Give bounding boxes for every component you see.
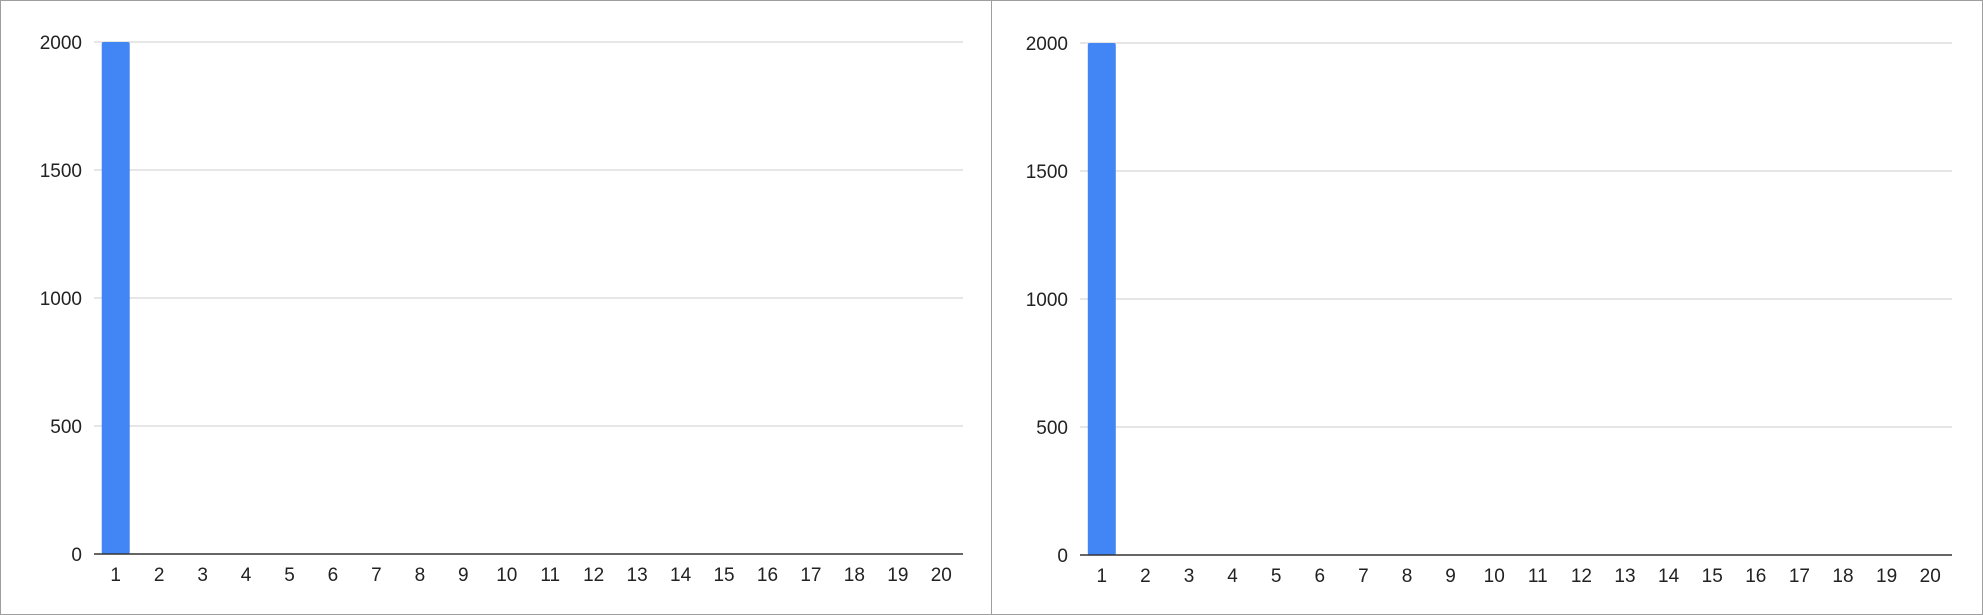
- x-tick-label: 14: [670, 565, 692, 586]
- x-tick-label: 13: [627, 565, 648, 586]
- x-tick-label: 12: [1571, 566, 1592, 587]
- y-tick-label: 2000: [1026, 34, 1068, 55]
- x-tick-label: 20: [1920, 566, 1941, 587]
- chart-panel-left: 0 500 1000 1500 2000 1 2 3 4 5 6 7 8 9 10 11 12 13 14 15 16 1…: [0, 0, 992, 615]
- x-tick-label: 4: [1227, 566, 1238, 587]
- x-tick-label: 16: [757, 565, 778, 586]
- bar: [1087, 43, 1116, 555]
- chart-panel-right: 0 500 1000 1500 2000 1 2 3 4 5 6 7 8 9 10 11 12 13 14 15 16 1…: [991, 0, 1983, 615]
- x-tick-label: 16: [1745, 566, 1766, 587]
- y-tick-label: 1500: [1026, 162, 1068, 183]
- y-tick-label: 1500: [40, 161, 82, 182]
- x-tick-label: 2: [154, 565, 165, 586]
- x-tick-label: 12: [583, 565, 604, 586]
- x-tick-label: 14: [1658, 566, 1680, 587]
- y-tick-label: 2000: [40, 33, 82, 54]
- y-tick-label: 500: [1036, 418, 1068, 439]
- x-tick-label: 6: [328, 565, 339, 586]
- x-tick-label: 6: [1315, 566, 1326, 587]
- x-tick-label: 13: [1614, 566, 1635, 587]
- x-tick-label: 7: [1358, 566, 1369, 587]
- x-tick-label: 15: [713, 565, 734, 586]
- x-tick-label: 17: [1789, 566, 1810, 587]
- y-tick-label: 0: [1057, 546, 1068, 567]
- x-tick-label: 17: [800, 565, 821, 586]
- x-tick-label: 8: [415, 565, 426, 586]
- x-tick-label: 4: [241, 565, 252, 586]
- x-tick-label: 10: [1484, 566, 1505, 587]
- y-tick-label: 1000: [1026, 290, 1068, 311]
- x-tick-label: 5: [1271, 566, 1282, 587]
- x-tick-label: 15: [1702, 566, 1723, 587]
- x-tick-label: 5: [284, 565, 295, 586]
- x-tick-label: 18: [1832, 566, 1853, 587]
- x-tick-label: 9: [458, 565, 469, 586]
- x-tick-label: 11: [1528, 566, 1548, 587]
- x-tick-label: 8: [1402, 566, 1413, 587]
- x-tick-label: 11: [540, 565, 560, 586]
- y-tick-label: 0: [71, 545, 82, 566]
- x-tick-label: 10: [496, 565, 517, 586]
- y-tick-label: 1000: [40, 289, 82, 310]
- x-tick-label: 3: [1184, 566, 1195, 587]
- x-tick-label: 2: [1140, 566, 1151, 587]
- x-tick-label: 3: [197, 565, 208, 586]
- x-tick-label: 9: [1445, 566, 1456, 587]
- x-tick-label: 18: [844, 565, 865, 586]
- x-tick-label: 7: [371, 565, 382, 586]
- x-tick-label: 1: [110, 565, 121, 586]
- y-tick-label: 500: [50, 417, 82, 438]
- x-tick-label: 1: [1097, 566, 1108, 587]
- x-tick-label: 20: [931, 565, 952, 586]
- bar: [101, 42, 130, 554]
- x-tick-label: 19: [1876, 566, 1897, 587]
- x-tick-label: 19: [887, 565, 908, 586]
